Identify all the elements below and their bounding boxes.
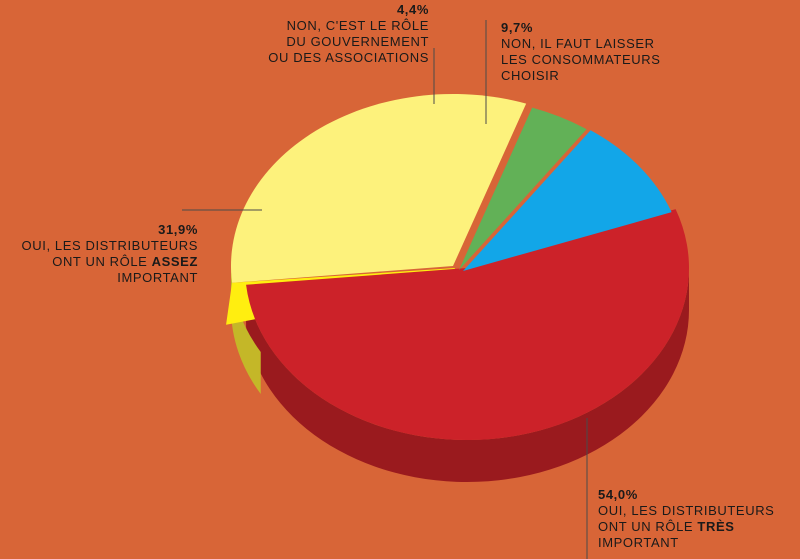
label-tres: 54,0% Oui, les distributeurs ont un rôle…: [598, 487, 798, 551]
emphasis-tres: très: [697, 519, 735, 534]
label-tres-line-3: important: [598, 535, 679, 550]
value-label-tres: 54,0%: [598, 487, 638, 502]
label-conso: 9,7% Non, il faut laisser les consommate…: [501, 20, 721, 84]
label-conso-line-3: choisir: [501, 68, 560, 83]
emphasis-assez: assez: [151, 254, 198, 269]
label-assez-line-1: Oui, les distributeurs: [21, 238, 198, 253]
slice-side-tres: [246, 268, 690, 482]
label-assez-line-3: important: [117, 270, 198, 285]
value-label-conso: 9,7%: [501, 20, 534, 35]
label-tres-line-1: Oui, les distributeurs: [598, 503, 775, 518]
label-conso-line-1: Non, il faut laisser: [501, 36, 655, 51]
slice-gouv: [459, 107, 587, 270]
value-label-gouv: 4,4%: [396, 2, 429, 17]
label-tres-line-2: ont un rôle très: [598, 519, 735, 534]
label-conso-line-2: les consommateurs: [501, 52, 661, 67]
label-assez: 31,9% Oui, les distributeurs ont un rôle…: [0, 222, 198, 286]
label-gouv-line-3: ou des associations: [268, 50, 429, 65]
label-gouv-line-1: Non, c'est le rôle: [286, 18, 429, 33]
label-gouv-line-2: du gouvernement: [286, 34, 429, 49]
label-gouv: 4,4% Non, c'est le rôle du gouvernement …: [215, 2, 429, 66]
slice-side-assez-left: [231, 266, 261, 394]
value-label-assez: 31,9%: [158, 222, 198, 237]
slice-assez: [231, 94, 527, 283]
slice-conso: [463, 130, 672, 271]
slice-tres: [246, 209, 689, 440]
label-assez-line-2: ont un rôle assez: [52, 254, 198, 269]
